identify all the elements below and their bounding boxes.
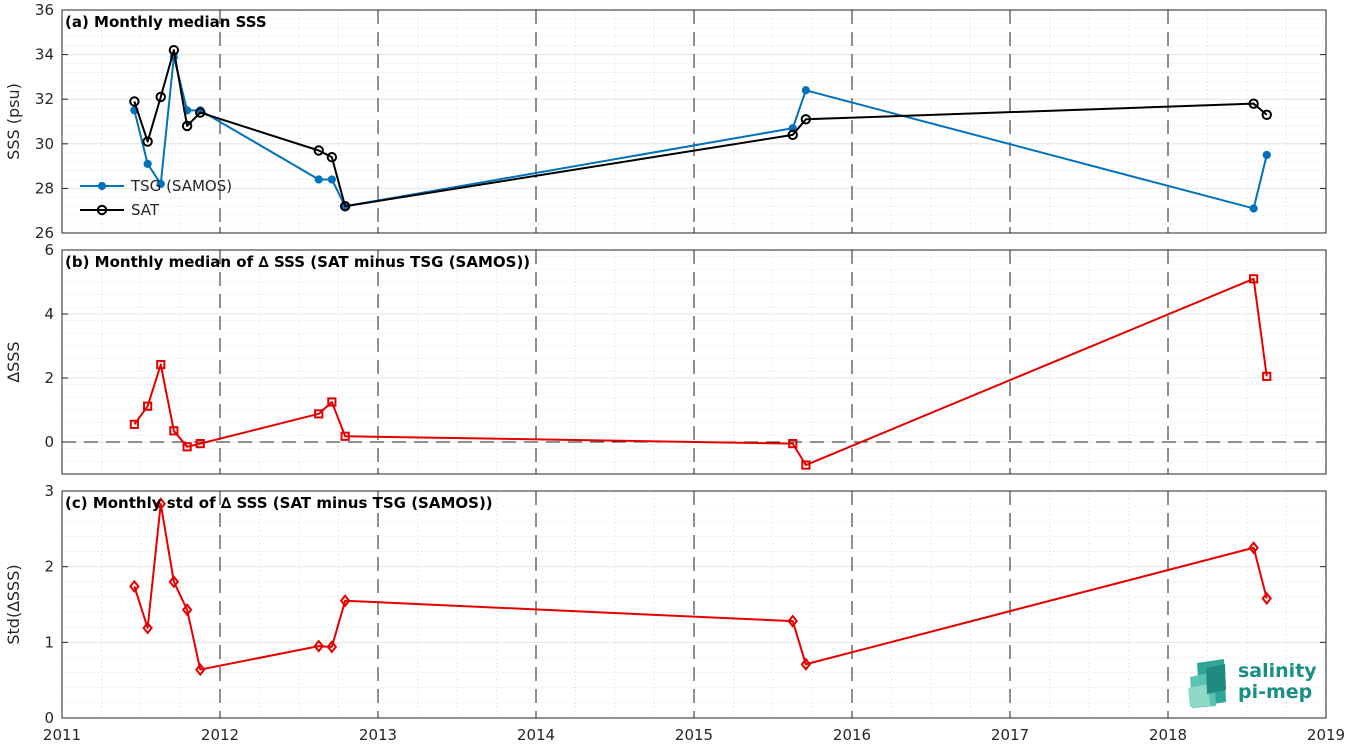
- data-point: [142, 136, 153, 147]
- y-tick-label: 28: [35, 179, 54, 197]
- salinity-pi-mep-logo: salinity pi-mep: [1188, 659, 1317, 708]
- data-point: [1248, 541, 1259, 555]
- y-axis-label: Std(∆SSS): [4, 564, 23, 644]
- series-line: [133, 277, 1268, 467]
- panel-b-delta-sss: 0 2 4 6 ∆SSS (b) Monthly median of ∆ SSS (SAT…: [4, 241, 1327, 475]
- x-tick-label: 2019: [1307, 726, 1345, 744]
- legend-label: SAT: [131, 201, 160, 219]
- legend-marker: [97, 181, 107, 191]
- data-point: [129, 419, 139, 429]
- data-point: [800, 657, 812, 671]
- series-line: [133, 502, 1268, 671]
- y-tick-label: 1: [44, 633, 54, 651]
- data-point: [155, 497, 167, 511]
- data-point: [800, 114, 812, 125]
- data-point: [129, 579, 140, 593]
- data-point: [788, 124, 797, 133]
- y-tick-label: 0: [44, 709, 54, 727]
- y-tick-label: 3: [44, 482, 54, 500]
- data-point: [339, 201, 351, 212]
- y-tick-label: 4: [44, 305, 54, 323]
- x-tick-label: 2013: [359, 726, 397, 744]
- x-tick-label: 2011: [43, 726, 81, 744]
- y-tick-label: 6: [44, 241, 54, 259]
- data-point: [168, 575, 180, 589]
- data-point: [156, 179, 165, 189]
- data-point: [169, 426, 179, 436]
- data-point: [194, 662, 206, 677]
- x-axis-tick-labels: 2011 2012 2013 2014 2015 2016 2017 2018 2019: [43, 726, 1345, 744]
- data-point: [326, 640, 338, 654]
- data-point: [313, 145, 324, 156]
- data-point: [801, 86, 810, 95]
- x-tick-label: 2016: [833, 726, 871, 744]
- y-tick-label: 2: [44, 369, 54, 387]
- panel-a-monthly-median-sss: 26 28 30 32 34 36 SSS (psu) (a) Monthly median …: [4, 1, 1327, 242]
- y-tick-label: 0: [44, 433, 54, 451]
- legend: TSG (SAMOS) SAT: [80, 177, 232, 219]
- y-tick-label: 34: [35, 46, 54, 64]
- x-tick-label: 2012: [201, 726, 239, 744]
- data-point: [340, 431, 350, 441]
- data-point: [1248, 98, 1259, 109]
- data-point: [339, 594, 351, 608]
- data-point: [326, 151, 338, 163]
- legend-label: TSG (SAMOS): [130, 177, 232, 195]
- data-point: [1249, 204, 1258, 213]
- panel-c-std-delta-sss: 0 1 2 3 Std(∆SSS) (c) Monthly std of ∆ SSS (S…: [4, 482, 1327, 727]
- data-point: [314, 409, 324, 419]
- series-sat: [129, 44, 1272, 212]
- data-point: [801, 460, 811, 470]
- data-point: [1261, 591, 1273, 606]
- data-point: [168, 44, 180, 56]
- data-point: [788, 439, 798, 449]
- data-point: [1262, 371, 1272, 381]
- series-delta: [129, 274, 1272, 470]
- data-point: [787, 129, 798, 141]
- data-point: [313, 639, 325, 653]
- legend-marker: [96, 204, 108, 216]
- logo-mark-icon: [1188, 659, 1226, 708]
- data-point: [182, 442, 192, 452]
- data-point: [1261, 109, 1272, 121]
- data-point: [195, 439, 205, 449]
- panel-title: (a) Monthly median SSS: [65, 13, 267, 31]
- data-point: [143, 159, 152, 168]
- x-tick-label: 2017: [991, 726, 1029, 744]
- data-point: [195, 107, 206, 118]
- data-point: [1249, 274, 1259, 284]
- data-point: [143, 401, 153, 411]
- x-tick-label: 2015: [675, 726, 713, 744]
- data-point: [314, 175, 323, 184]
- panel-title: (b) Monthly median of ∆ SSS (SAT minus T…: [65, 253, 530, 271]
- logo-line2: pi-mep: [1238, 681, 1312, 703]
- data-point: [155, 91, 166, 103]
- data-point: [181, 603, 193, 617]
- data-point: [327, 397, 337, 407]
- data-point: [142, 621, 153, 635]
- series-delta: [129, 497, 1273, 677]
- y-axis-label: ∆SSS: [4, 341, 23, 383]
- panel-title: (c) Monthly std of ∆ SSS (SAT minus TSG …: [65, 494, 493, 512]
- x-tick-label: 2018: [1149, 726, 1187, 744]
- data-point: [787, 614, 799, 628]
- data-point: [181, 120, 193, 132]
- data-point: [1262, 150, 1271, 160]
- y-tick-label: 32: [35, 90, 54, 108]
- y-axis-label: SSS (psu): [4, 83, 23, 160]
- x-tick-label: 2014: [517, 726, 555, 744]
- y-tick-label: 2: [44, 558, 54, 576]
- y-tick-label: 30: [35, 135, 54, 153]
- data-point: [156, 359, 166, 370]
- data-point: [129, 96, 140, 107]
- y-tick-label: 26: [35, 224, 54, 242]
- series-line: [133, 49, 1268, 208]
- data-point: [327, 175, 336, 184]
- y-tick-label: 36: [35, 1, 54, 19]
- logo-line1: salinity: [1238, 660, 1317, 682]
